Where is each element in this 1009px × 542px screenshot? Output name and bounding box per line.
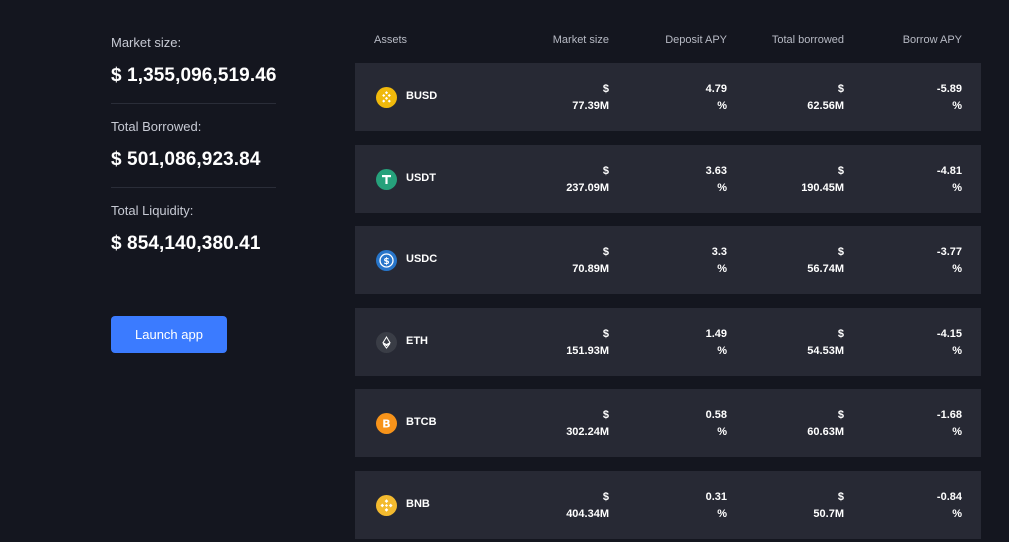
usdc-icon: $ xyxy=(376,250,397,271)
svg-text:$: $ xyxy=(383,257,389,267)
column-header-assets: Assets xyxy=(374,34,408,46)
markets-table-header: Assets Market size Deposit APY Total bor… xyxy=(355,34,981,48)
borrow-apy-cell: -5.89% xyxy=(936,83,962,112)
total-liquidity-value: $ 854,140,380.41 xyxy=(111,233,261,254)
market-size-cell: $70.89M xyxy=(572,246,609,275)
market-size-cell: $237.09M xyxy=(566,165,609,194)
asset-name: BTCB xyxy=(406,416,437,428)
borrow-apy-cell: -4.81% xyxy=(936,165,962,194)
market-size-cell: $77.39M xyxy=(572,83,609,112)
market-size-cell: $302.24M xyxy=(566,409,609,438)
total-borrowed-cell: $56.74M xyxy=(807,246,844,275)
deposit-apy-cell: 0.58% xyxy=(705,409,727,438)
market-size-label: Market size: xyxy=(111,35,182,50)
bnb-icon xyxy=(376,495,397,516)
table-row[interactable]: B BTCB $302.24M 0.58% $60.63M -1.68% xyxy=(355,389,981,457)
svg-text:B: B xyxy=(382,418,390,431)
borrow-apy-cell: -3.77% xyxy=(936,246,962,275)
busd-icon xyxy=(376,87,397,108)
btcb-icon: B xyxy=(376,413,397,434)
deposit-apy-cell: 4.79% xyxy=(705,83,727,112)
table-row[interactable]: ETH $151.93M 1.49% $54.53M -4.15% xyxy=(355,308,981,376)
borrow-apy-cell: -1.68% xyxy=(936,409,962,438)
total-borrowed-value: $ 501,086,923.84 xyxy=(111,149,261,170)
column-header-borrow-apy: Borrow APY xyxy=(902,34,962,46)
table-row[interactable]: BUSD $77.39M 4.79% $62.56M -5.89% xyxy=(355,63,981,131)
deposit-apy-cell: 3.63% xyxy=(705,165,727,194)
column-header-market-size: Market size xyxy=(552,34,609,46)
table-row[interactable]: USDT $237.09M 3.63% $190.45M -4.81% xyxy=(355,145,981,213)
borrow-apy-cell: -4.15% xyxy=(936,328,962,357)
deposit-apy-cell: 3.3% xyxy=(711,246,727,275)
total-liquidity-label: Total Liquidity: xyxy=(111,203,194,218)
usdt-icon xyxy=(376,169,397,190)
total-borrowed-cell: $190.45M xyxy=(801,165,844,194)
asset-name: USDT xyxy=(406,172,436,184)
eth-icon xyxy=(376,332,397,353)
market-size-cell: $151.93M xyxy=(566,328,609,357)
asset-name: BNB xyxy=(406,498,430,510)
total-borrowed-label: Total Borrowed: xyxy=(111,119,202,134)
deposit-apy-cell: 0.31% xyxy=(705,491,727,520)
total-borrowed-cell: $62.56M xyxy=(807,83,844,112)
launch-app-button[interactable]: Launch app xyxy=(111,316,227,353)
divider xyxy=(111,187,276,188)
asset-name: USDC xyxy=(406,253,438,265)
table-row[interactable]: BNB $404.34M 0.31% $50.7M -0.84% xyxy=(355,471,981,539)
column-header-deposit-apy: Deposit APY xyxy=(665,34,727,46)
divider xyxy=(111,103,276,104)
table-row[interactable]: $ USDC $70.89M 3.3% $56.74M -3.77% xyxy=(355,226,981,294)
total-borrowed-cell: $54.53M xyxy=(807,328,844,357)
column-header-total-borrowed: Total borrowed xyxy=(771,34,844,46)
total-borrowed-cell: $50.7M xyxy=(813,491,844,520)
market-size-cell: $404.34M xyxy=(566,491,609,520)
total-borrowed-cell: $60.63M xyxy=(807,409,844,438)
deposit-apy-cell: 1.49% xyxy=(705,328,727,357)
asset-name: ETH xyxy=(406,335,428,347)
borrow-apy-cell: -0.84% xyxy=(936,491,962,520)
market-size-value: $ 1,355,096,519.46 xyxy=(111,65,277,86)
asset-name: BUSD xyxy=(406,90,438,102)
